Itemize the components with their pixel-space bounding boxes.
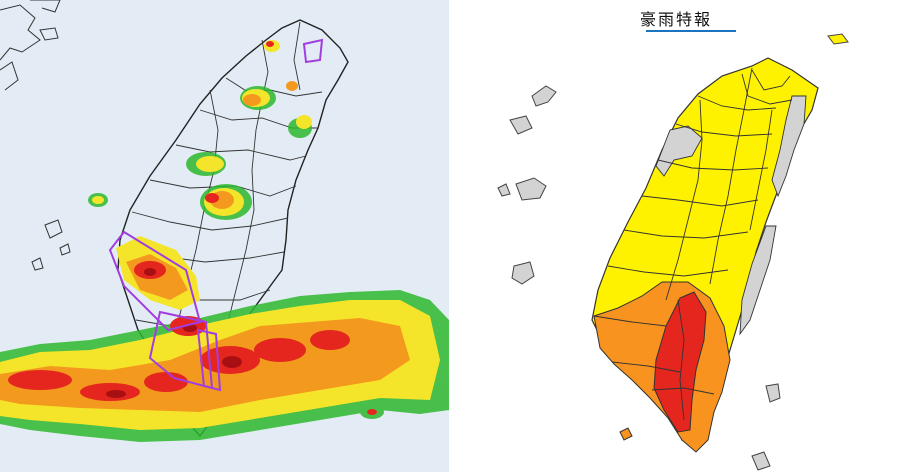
warning-polygons [108,38,324,392]
no-warning-areas [655,95,807,336]
radar-map-panel [0,0,449,472]
panel-divider [449,0,452,472]
torrential-rain-area [653,291,707,433]
mainland-coast [0,0,61,91]
small-orange-island [619,427,633,441]
radar-map [0,0,449,442]
outlying-islands [497,85,781,471]
matsu-island [827,33,849,45]
penghu-islands [31,219,71,271]
county-borders [593,67,793,421]
warning-map [497,33,849,471]
title-underline [646,30,736,32]
map-title: 豪雨特報 [639,10,712,29]
radar-echo-darkred [106,268,242,398]
warning-map-panel: 豪雨特報 [452,0,900,472]
radar-echo-red [8,41,377,415]
